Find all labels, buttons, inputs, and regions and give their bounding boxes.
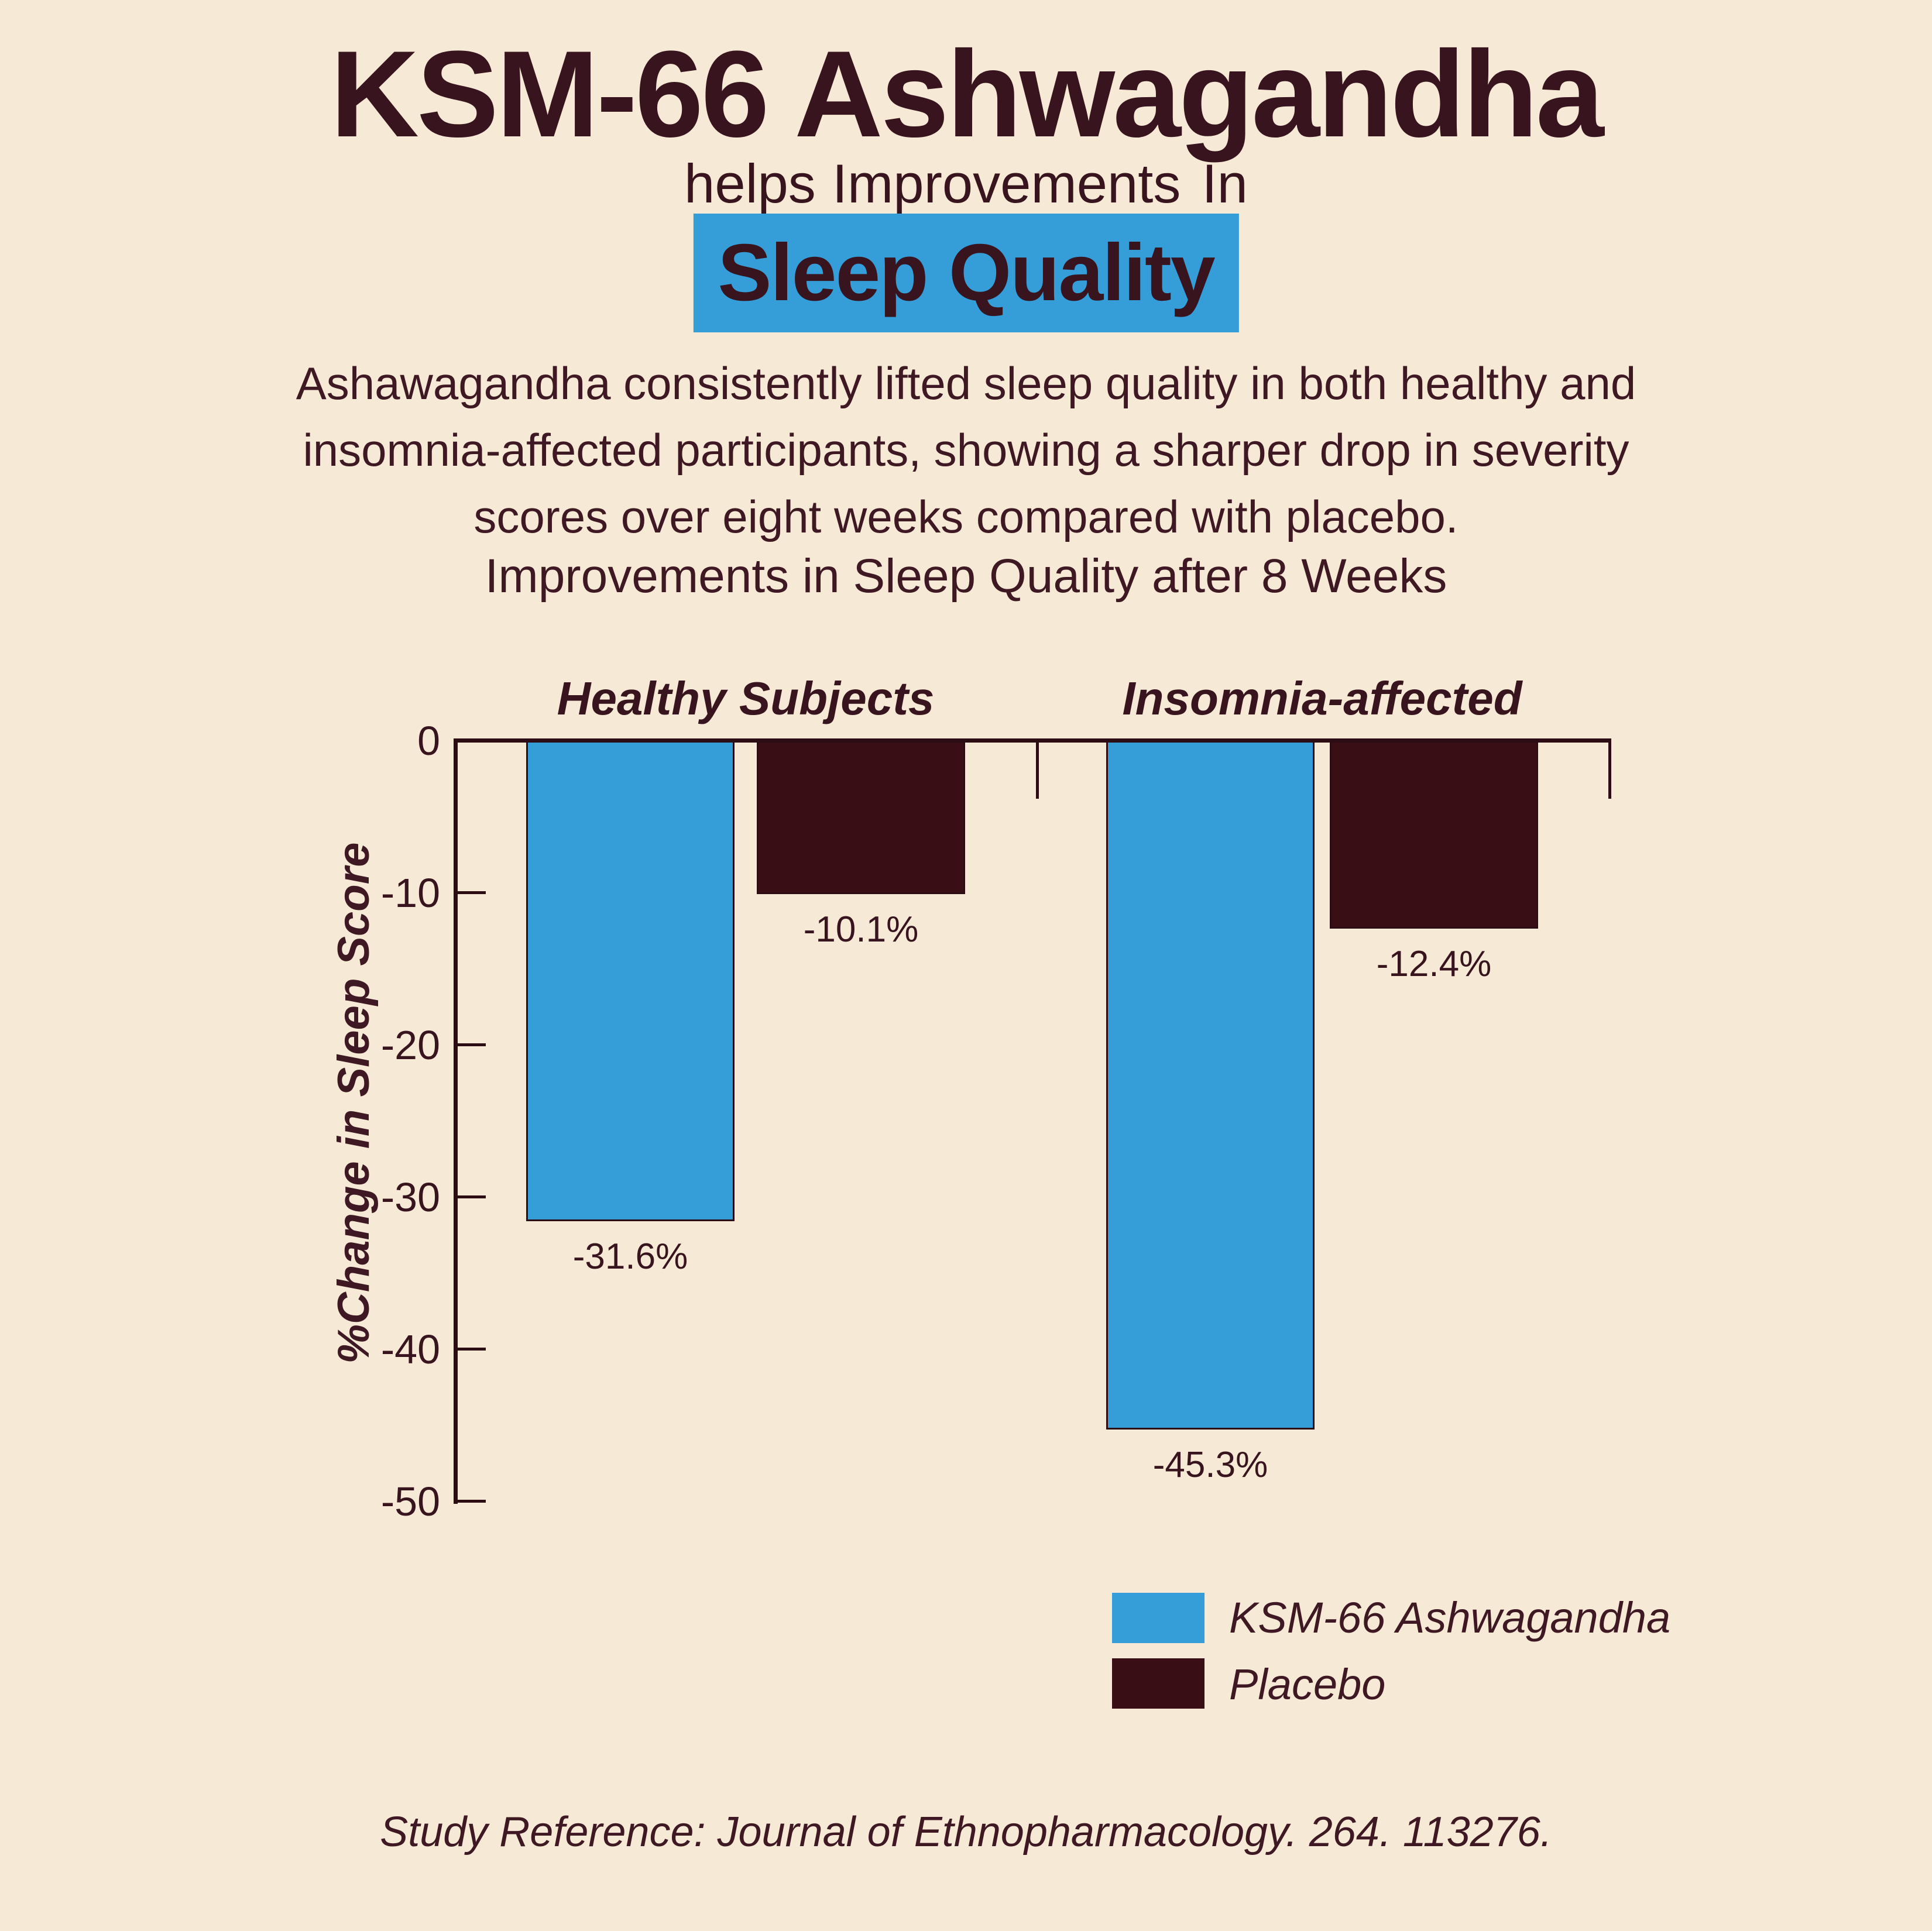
y-tick-label-10: -10 — [380, 870, 440, 916]
page-title: KSM-66 Ashwagandha — [330, 25, 1604, 163]
y-tick-label-0: 0 — [417, 718, 440, 764]
y-tick-label-20: -20 — [380, 1022, 440, 1068]
legend-label-ksm66: KSM-66 Ashwagandha — [1229, 1593, 1671, 1642]
subtitle-suffix: In — [1186, 153, 1248, 214]
y-tick-label-50: -50 — [380, 1479, 440, 1524]
y-tick-30 — [458, 1195, 486, 1198]
y-tick-10 — [458, 891, 486, 894]
x-axis-mid-tick — [1036, 743, 1039, 799]
category-label-insomnia: Insomnia-affected — [1122, 672, 1522, 724]
sleep-quality-highlight: Sleep Quality — [693, 214, 1239, 332]
y-tick-20 — [458, 1043, 486, 1046]
bar-insomnia-placebo: -12.4% — [1330, 740, 1538, 984]
category-label-healthy: Healthy Subjects — [557, 672, 935, 724]
highlight-text: Sleep Quality — [718, 228, 1215, 318]
y-tick-40 — [458, 1348, 486, 1351]
legend-swatch-ksm66 — [1112, 1593, 1205, 1643]
bar-value-label: -31.6% — [572, 1236, 688, 1277]
y-tick-label-40: -40 — [380, 1327, 440, 1372]
paragraph-line: Ashawagandha consistently lifted sleep q… — [296, 358, 1636, 409]
y-tick-50 — [458, 1500, 486, 1503]
intro-paragraph: Ashawagandha consistently lifted sleep q… — [0, 350, 1932, 550]
paragraph-line: insomnia-affected participants, showing … — [303, 424, 1629, 476]
bar-healthy-ksm66: -31.6% — [526, 740, 735, 1277]
x-axis-end-tick — [1608, 743, 1611, 799]
bar-healthy-placebo: -10.1% — [757, 740, 965, 950]
subtitle-prefix: helps — [684, 153, 831, 214]
bar-value-label: -45.3% — [1152, 1445, 1268, 1485]
chart-title: Improvements in Sleep Quality after 8 We… — [485, 549, 1447, 603]
study-reference: Study Reference: Journal of Ethnopharmac… — [380, 1809, 1552, 1856]
legend-label-placebo: Placebo — [1229, 1660, 1386, 1709]
bar-value-label: -12.4% — [1376, 944, 1492, 984]
legend-swatch-placebo — [1112, 1658, 1205, 1709]
y-axis-spine — [454, 738, 458, 1504]
paragraph-line: scores over eight weeks compared with pl… — [473, 491, 1459, 542]
x-axis-top-spine — [455, 738, 1611, 743]
bar-value-label: -10.1% — [803, 909, 919, 950]
y-tick-label-30: -30 — [380, 1174, 440, 1220]
bar-insomnia-ksm66: -45.3% — [1106, 740, 1315, 1485]
y-axis-title: %Change in Sleep Score — [329, 842, 379, 1364]
